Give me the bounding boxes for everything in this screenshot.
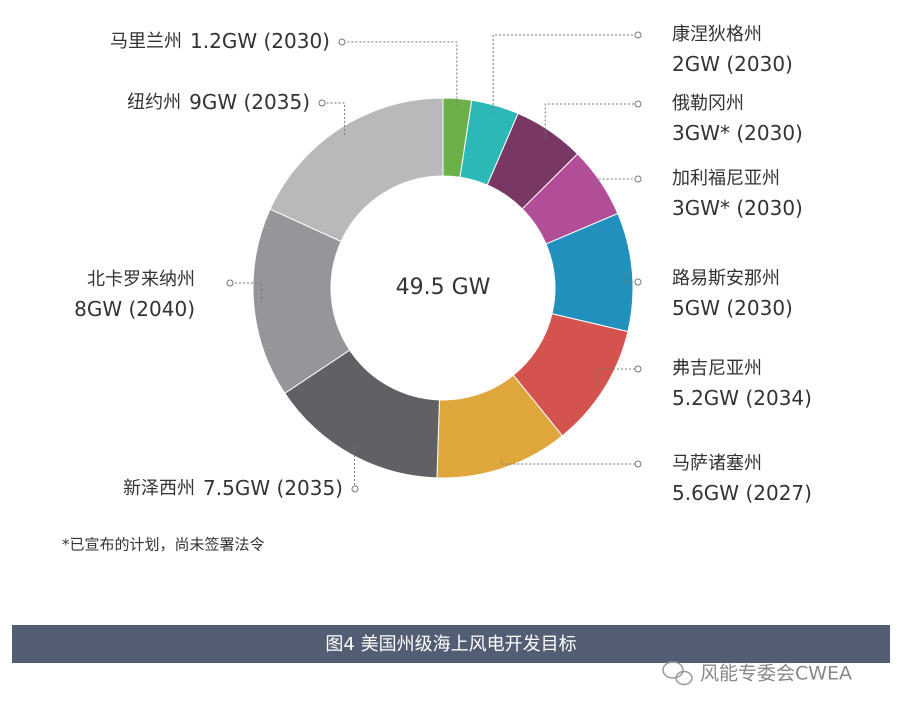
center-label: 49.5 GW — [396, 275, 491, 300]
leader-dot — [226, 279, 234, 287]
category-name: 北卡罗来纳州 — [87, 269, 195, 290]
category-name: 路易斯安那州 — [672, 268, 780, 289]
leader-line — [623, 272, 638, 283]
watermark: 风能专委会CWEA — [700, 663, 852, 685]
slice-label: 加利福尼亚州 3GW* (2030) — [672, 168, 803, 220]
category-name: 加利福尼亚州 — [672, 168, 780, 189]
value-label: 2GW (2030) — [672, 52, 793, 76]
category-name: 俄勒冈州 — [672, 93, 744, 114]
leader-dot — [634, 460, 642, 468]
footnote: *已宣布的计划，尚未签署法令 — [62, 536, 265, 554]
slice-label: 纽约州 9GW (2035) — [127, 90, 310, 114]
category-name: 马萨诸塞州 — [672, 453, 762, 474]
slice-label: 俄勒冈州 3GW* (2030) — [672, 93, 803, 145]
slice-label: 新泽西州 7.5GW (2035) — [123, 476, 343, 500]
slice-label: 马里兰州 1.2GW (2030) — [110, 29, 330, 53]
leader-dot — [634, 175, 642, 183]
value-label: 1.2GW (2030) — [190, 29, 330, 53]
leader-line — [230, 282, 263, 303]
slice — [269, 97, 444, 243]
wechat-icon — [662, 661, 693, 686]
leader-line — [500, 460, 638, 465]
value-label: 3GW* (2030) — [672, 121, 803, 145]
leader-dot — [338, 38, 346, 46]
leader-line — [342, 41, 458, 107]
leader-dot — [318, 99, 326, 107]
value-label: 8GW (2040) — [74, 297, 195, 321]
slice-label: 康涅狄格州 2GW (2030) — [672, 24, 793, 76]
value-label: 9GW (2035) — [189, 90, 310, 114]
leader-dot — [351, 485, 359, 493]
leader-line — [596, 368, 638, 385]
category-name: 纽约州 — [127, 92, 181, 113]
category-name: 康涅狄格州 — [672, 24, 762, 45]
slice-label: 弗吉尼亚州 5.2GW (2034) — [672, 358, 812, 410]
value-label: 7.5GW (2035) — [203, 476, 343, 500]
category-name: 新泽西州 — [123, 478, 195, 499]
value-label: 3GW* (2030) — [672, 196, 803, 220]
leader-dot — [634, 365, 642, 373]
value-label: 5.6GW (2027) — [672, 481, 812, 505]
caption: 图4 美国州级海上风电开发目标 — [325, 634, 576, 655]
value-label: 5GW (2030) — [672, 296, 793, 320]
leader-dot — [634, 100, 642, 108]
category-name: 弗吉尼亚州 — [672, 358, 762, 379]
slice-label: 北卡罗来纳州 8GW (2040) — [74, 269, 195, 321]
slice-label: 路易斯安那州 5GW (2030) — [672, 268, 793, 320]
category-name: 马里兰州 — [110, 31, 182, 52]
value-label: 5.2GW (2034) — [672, 386, 812, 410]
caption-bar — [12, 625, 890, 663]
leader-dot — [634, 278, 642, 286]
leader-line — [544, 103, 638, 138]
leader-dot — [634, 31, 642, 39]
leader-line — [593, 178, 638, 187]
slice-label: 马萨诸塞州 5.6GW (2027) — [672, 453, 812, 505]
leader-line — [492, 34, 638, 114]
